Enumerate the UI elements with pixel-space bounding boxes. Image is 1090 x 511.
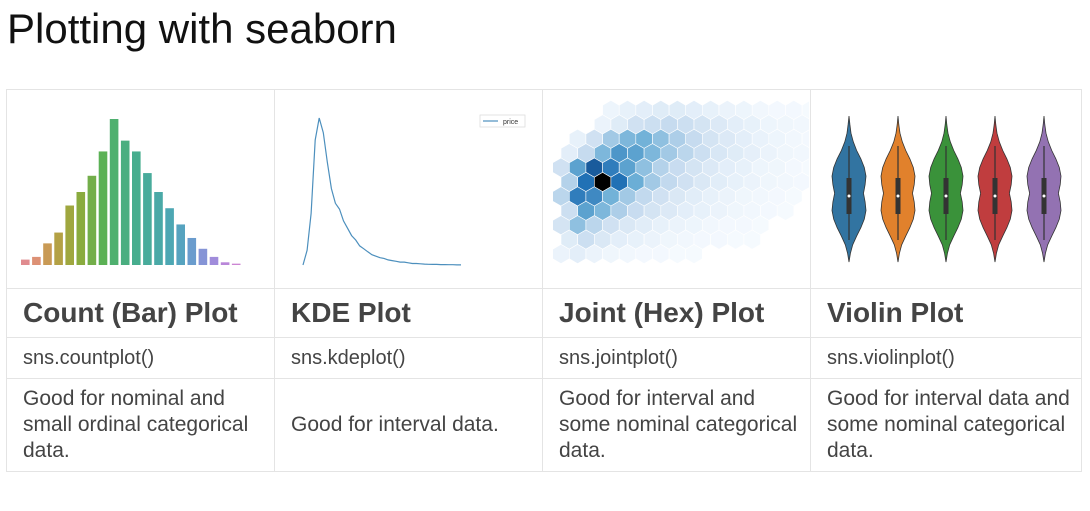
bar [176, 224, 185, 265]
bar [76, 192, 86, 265]
hex-bin [801, 129, 809, 148]
bar [198, 248, 208, 265]
bar [98, 151, 108, 265]
bar [143, 173, 152, 265]
violin-median [993, 194, 997, 198]
bar [109, 119, 119, 265]
bar [187, 237, 197, 265]
legend-label: price [503, 119, 518, 126]
hex-bin [801, 100, 809, 120]
bar [120, 140, 130, 265]
plot-name: KDE Plot [274, 288, 543, 338]
function-name: sns.countplot() [6, 337, 275, 379]
kdeplot-chart: price [302, 114, 526, 266]
function-name: sns.jointplot() [542, 337, 811, 379]
bar [21, 259, 30, 265]
plot-description: Good for interval data and some nominal … [810, 378, 1082, 472]
bar [43, 243, 52, 265]
plot-name-row: Count (Bar) Plot KDE Plot Joint (Hex) Pl… [6, 288, 1082, 338]
plot-description: Good for nominal and small ordinal categ… [6, 378, 275, 472]
plot-name: Count (Bar) Plot [6, 288, 275, 338]
bar [87, 175, 97, 265]
hex-bin [801, 158, 809, 177]
hex-bin [685, 244, 703, 264]
bar [165, 208, 174, 265]
bar [54, 232, 63, 265]
violinplot-thumbnail [810, 89, 1082, 289]
violin-median [847, 194, 851, 198]
violin-median [1042, 194, 1046, 198]
bar [132, 151, 141, 265]
kdeplot-thumbnail: price [274, 89, 543, 289]
bar [220, 262, 230, 265]
violin-median [896, 194, 900, 198]
thumbnail-row: price [6, 89, 1082, 289]
legend-box [479, 114, 526, 128]
plot-name: Violin Plot [810, 288, 1082, 338]
page-title: Plotting with seaborn [7, 5, 397, 52]
plot-name: Joint (Hex) Plot [542, 288, 811, 338]
countplot-chart [21, 119, 241, 265]
function-name: sns.violinplot() [810, 337, 1082, 379]
hex-bin [743, 229, 761, 250]
bar [231, 263, 241, 265]
plot-comparison-table: price Count (Bar) Plot KDE Plot Joint (H… [6, 89, 1082, 472]
bar [32, 256, 41, 265]
plot-description: Good for interval and some nominal categ… [542, 378, 811, 472]
function-name: sns.kdeplot() [274, 337, 543, 379]
hex-bin [776, 200, 795, 221]
bar [154, 192, 163, 265]
jointplot-chart [552, 100, 809, 264]
bar [65, 205, 74, 265]
jointplot-thumbnail [542, 89, 811, 289]
plot-description: Good for interval data. [274, 378, 543, 472]
bar [209, 256, 219, 265]
function-row: sns.countplot() sns.kdeplot() sns.jointp… [6, 337, 1082, 379]
countplot-thumbnail [6, 89, 275, 289]
violin-median [944, 194, 948, 198]
violinplot-chart [831, 115, 1062, 263]
kde-line [302, 117, 461, 266]
description-row: Good for nominal and small ordinal categ… [6, 378, 1082, 472]
